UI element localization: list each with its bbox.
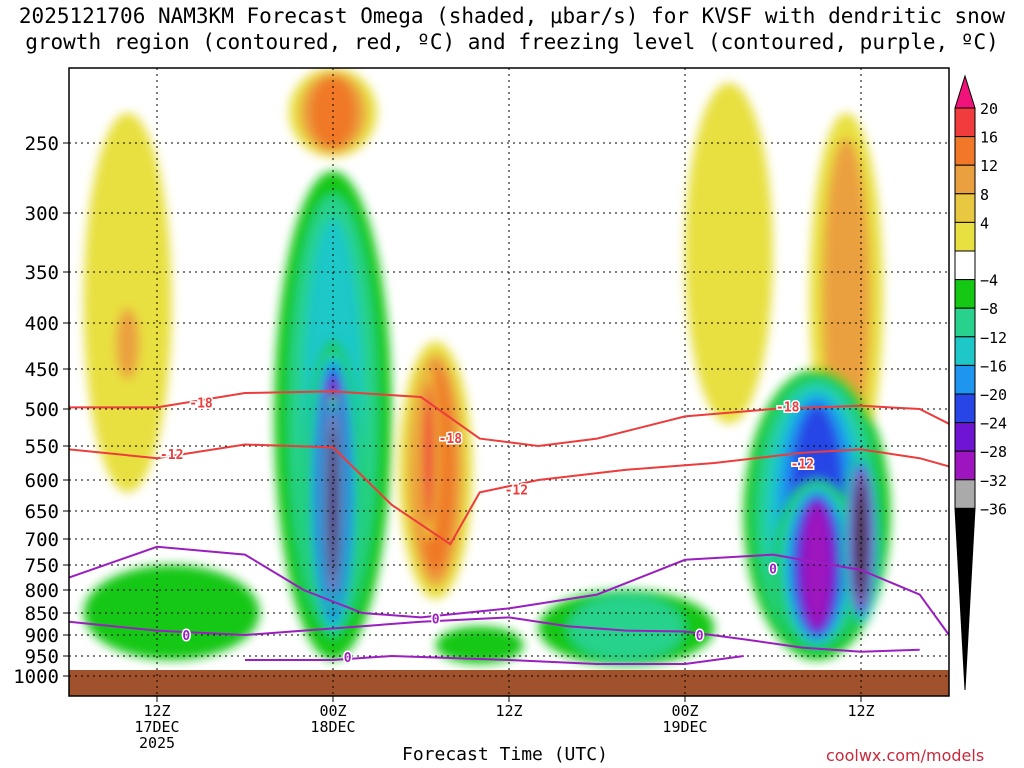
x-tick-label: 00Z	[319, 702, 346, 720]
colorbar-label: −16	[980, 357, 1007, 375]
y-tick-label: 800	[25, 580, 59, 602]
colorbar-label: −36	[980, 500, 1007, 518]
contour-label: -12	[160, 448, 183, 463]
shading-layers	[83, 68, 891, 666]
colorbar-swatch	[954, 336, 976, 366]
x-tick-label: 12Z	[847, 702, 874, 720]
y-tick-label: 500	[25, 399, 59, 421]
y-tick-label: 250	[25, 133, 59, 155]
colorbar-swatch	[954, 164, 976, 195]
y-tick-label: 450	[25, 359, 59, 381]
x-tick-label: 19DEC	[662, 718, 707, 736]
grid	[69, 68, 949, 696]
colorbar-label: 8	[980, 186, 989, 204]
omega-blob-mid-rise-core	[423, 388, 433, 520]
y-tick-label: 650	[25, 501, 59, 523]
y-tick-label: 700	[25, 529, 59, 551]
colorbar-swatch	[954, 250, 976, 281]
contour-label: -18	[776, 401, 800, 416]
contour-label: -18	[189, 397, 213, 412]
contour-label: 0	[696, 629, 704, 644]
x-tick-label: 2025	[139, 734, 175, 752]
contour-label: -12	[505, 483, 528, 498]
omega-blob-low-sink-east	[568, 595, 685, 661]
colorbar-label: −4	[980, 272, 998, 290]
colorbar-label: −12	[980, 329, 1007, 347]
colorbar-label: −20	[980, 386, 1007, 404]
colorbar-swatch	[954, 393, 976, 424]
dgz-contour	[69, 443, 949, 546]
colorbar-swatch	[954, 364, 976, 395]
colorbar-label: −32	[980, 472, 1007, 490]
omega-blob-top-rise	[310, 76, 356, 149]
omega-blob-left-core-rise	[116, 308, 140, 380]
y-tick-label: 900	[25, 625, 59, 647]
colorbar-label: 4	[980, 214, 989, 232]
x-axis-title: Forecast Time (UTC)	[402, 744, 608, 765]
colorbar-swatch	[954, 136, 976, 166]
omega-shading	[83, 68, 891, 666]
y-tick-label: 400	[25, 313, 59, 335]
contour-label: 0	[769, 563, 777, 578]
contours	[69, 390, 949, 665]
colorbar: 20 16 12 8 4 −4 −8 −12 −16 −20 −24 −28 −32 −36	[954, 74, 1007, 691]
freezing-contour	[69, 616, 920, 653]
y-tick-label: 850	[25, 603, 59, 625]
x-tick-label: 12Z	[143, 702, 170, 720]
contour-label: 0	[182, 629, 190, 644]
y-tick-label: 550	[25, 436, 59, 458]
contour-label: 0	[344, 651, 352, 666]
y-axis: 2503003504004505005506006507007508008509…	[13, 133, 69, 688]
colorbar-label: 12	[980, 157, 998, 175]
contour-labels: -18 -12 -18 -12 -18 -12 0 0 0 0 0	[158, 395, 815, 668]
colorbar-label: −8	[980, 300, 998, 318]
colorbar-swatch	[954, 221, 976, 252]
colorbar-label: 20	[980, 100, 998, 118]
dgz-contour	[69, 390, 949, 448]
y-tick-label: 350	[25, 262, 59, 284]
x-tick-label: 17DEC	[134, 718, 179, 736]
omega-blob-main-sink-max	[329, 424, 337, 582]
y-tick-label: 300	[25, 203, 59, 225]
omega-blob-mid-low-sink	[435, 626, 524, 664]
chart-title-line2: growth region (contoured, red, ºC) and f…	[25, 30, 999, 54]
y-tick-label: 1000	[13, 666, 59, 688]
chart-title-line1: 2025121706 NAM3KM Forecast Omega (shaded…	[18, 4, 1006, 28]
omega-blob-right-sink-core	[802, 503, 832, 629]
colorbar-label: −24	[980, 415, 1007, 433]
credit-link[interactable]: coolwx.com/models	[826, 746, 985, 765]
y-tick-label: 950	[25, 646, 59, 668]
freezing-contour	[245, 654, 744, 665]
colorbar-swatch	[954, 107, 976, 138]
contour-label: -18	[439, 432, 463, 447]
contour-label: -12	[791, 458, 814, 473]
y-tick-label: 750	[25, 555, 59, 577]
colorbar-swatch	[954, 450, 976, 481]
colorbar-bottom-arrow	[954, 507, 976, 691]
colorbar-top-arrow	[954, 74, 976, 109]
contour-label: 0	[432, 613, 440, 628]
y-tick-label: 600	[25, 470, 59, 492]
x-tick-label: 00Z	[671, 702, 698, 720]
colorbar-swatch	[954, 279, 976, 309]
colorbar-swatch	[954, 193, 976, 223]
freezing-contour	[69, 545, 949, 636]
colorbar-label: 16	[980, 129, 998, 147]
x-tick-label: 18DEC	[310, 718, 355, 736]
x-tick-label: 12Z	[495, 702, 522, 720]
colorbar-label: −28	[980, 443, 1007, 461]
colorbar-swatch	[954, 307, 976, 338]
colorbar-swatch	[954, 422, 976, 452]
omega-blob-right-upper-rise	[685, 83, 773, 424]
plot-area: -18 -12 -18 -12 -18 -12 0 0 0 0 0	[68, 67, 950, 697]
colorbar-swatch	[954, 479, 976, 509]
